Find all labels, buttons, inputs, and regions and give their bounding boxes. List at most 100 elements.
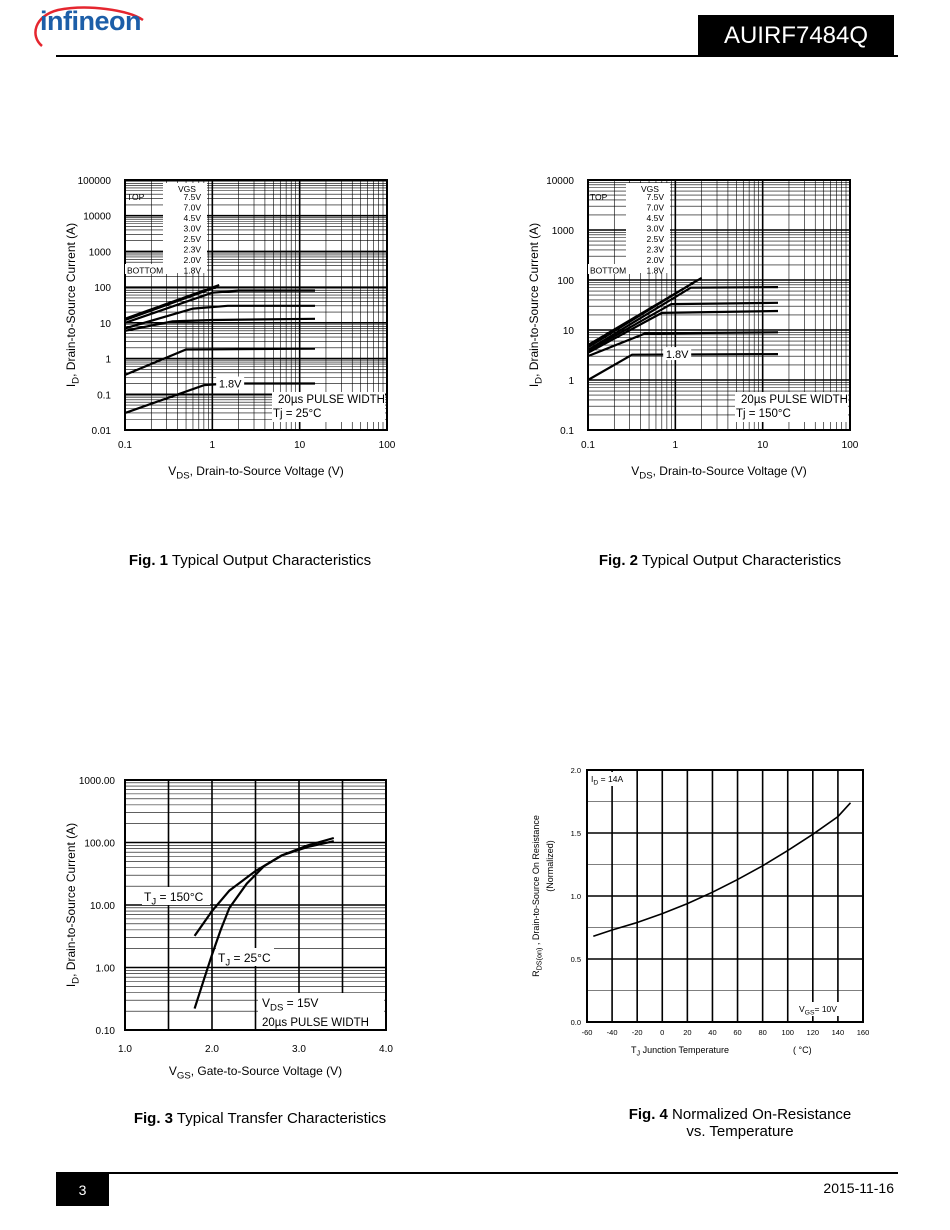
- plot-frame: [586, 769, 864, 1023]
- y-tick-label: 0.5: [571, 955, 581, 964]
- y-tick-label: 10: [563, 326, 575, 337]
- x-axis-label: VGS, Gate-to-Source Voltage (V): [169, 1064, 342, 1082]
- series-line-4: [587, 309, 779, 354]
- drain-current-note: ID = 14A: [591, 774, 623, 787]
- legend-entry: 1.8V: [647, 266, 665, 276]
- legend-entry: 3.0V: [647, 224, 665, 234]
- x-axis-label: VDS, Drain-to-Source Voltage (V): [168, 464, 343, 482]
- y-tick-label: 10000: [83, 212, 111, 223]
- x-tick-label: 4.0: [379, 1044, 393, 1055]
- legend-background: [588, 264, 632, 274]
- x-axis-unit: ( °C): [793, 1045, 812, 1055]
- vds-note: VDS = 15V: [262, 996, 318, 1014]
- legend-entry: 7.0V: [647, 203, 665, 213]
- series-line-6: [587, 353, 779, 381]
- legend-top-label: TOP: [590, 192, 608, 202]
- y-tick-label: 1000: [89, 247, 112, 258]
- series-line-3: [124, 304, 315, 330]
- temperature-note: Tj = 150°C: [736, 408, 791, 420]
- y-axis-label: RDS(on) , Drain-to-Source On Resistance: [531, 815, 544, 977]
- legend-entry: 2.3V: [647, 245, 665, 255]
- series-line-6: [124, 382, 315, 415]
- y-tick-label: 10.00: [90, 901, 115, 912]
- x-tick-label: 2.0: [205, 1044, 219, 1055]
- y-tick-label: 100000: [78, 176, 112, 187]
- x-tick-label: 100: [781, 1028, 794, 1037]
- page-number: 3: [56, 1174, 109, 1206]
- legend-header: VGS: [178, 184, 196, 194]
- caption-fig3-text: Typical Transfer Characteristics: [176, 1110, 387, 1127]
- y-tick-label: 1: [568, 376, 574, 387]
- label-tj-150: TJ = 150°C: [144, 890, 204, 908]
- x-axis-label: VDS, Drain-to-Source Voltage (V): [631, 464, 806, 482]
- series-line-1: [124, 286, 217, 322]
- x-tick-label: 40: [708, 1028, 716, 1037]
- x-tick-label: -20: [632, 1028, 643, 1037]
- y-axis-label: ID, Drain-to-Source Current (A): [527, 223, 545, 387]
- footer-date: 2015-11-16: [823, 1180, 894, 1196]
- legend-top-label: TOP: [127, 192, 145, 202]
- legend-entry: 2.0V: [647, 255, 665, 265]
- chart-fig1-output-characteristics: 0.1 1 10 100 0.01 0.1 1 10 100 1000 10000 100000 VDS…: [64, 176, 396, 482]
- header-rule: [56, 55, 898, 57]
- label-background: [589, 772, 635, 786]
- y-tick-label: 0.0: [571, 1018, 581, 1027]
- series-line-0: [193, 840, 335, 937]
- caption-fig2: Fig. 2 Typical Output Characteristics: [570, 552, 870, 569]
- legend-entry: 7.5V: [184, 192, 202, 202]
- plot-frame: [124, 179, 388, 431]
- note-background: [272, 392, 385, 422]
- temperature-note: Tj = 25°C: [273, 408, 321, 420]
- x-tick-label: 100: [379, 440, 396, 451]
- y-tick-label: 1000: [552, 226, 575, 237]
- chart-fig4-normalized-on-resistance: -60 -40 -20 0 20 40 60 80 100 120 140 160 0.0 0.5 1.0 1…: [531, 766, 870, 1058]
- y-tick-label: 2.0: [571, 766, 581, 775]
- legend-entry: 1.8V: [184, 266, 202, 276]
- y-tick-label: 1.0: [571, 892, 581, 901]
- y-tick-label: 1: [105, 355, 111, 366]
- caption-fig1-number: Fig. 1: [128, 552, 168, 569]
- label-background: [142, 887, 210, 905]
- legend-bottom-label: BOTTOM: [127, 266, 163, 276]
- x-tick-label: 0: [660, 1028, 664, 1037]
- y-tick-label: 0.1: [560, 426, 574, 437]
- legend-header: VGS: [641, 184, 659, 194]
- y-tick-label: 0.10: [96, 1026, 116, 1037]
- chart-fig3-transfer-characteristics: 1.0 2.0 3.0 4.0 0.10 1.00 10.00 100.00 1000.00 VG…: [64, 776, 393, 1082]
- caption-fig4: Fig. 4 Normalized On-Resistance vs. Temp…: [590, 1106, 890, 1140]
- series-line-1: [193, 836, 335, 1009]
- label-tj-25: TJ = 25°C: [218, 951, 271, 969]
- legend-bottom-label: BOTTOM: [590, 266, 626, 276]
- y-tick-label: 10000: [546, 176, 574, 187]
- legend-entry: 7.0V: [184, 203, 202, 213]
- x-tick-label: 140: [832, 1028, 845, 1037]
- curve-label-background: [663, 347, 692, 361]
- y-tick-label: 0.1: [97, 390, 111, 401]
- caption-fig2-text: Typical Output Characteristics: [641, 552, 842, 569]
- pulse-width-note: 20µs PULSE WIDTH: [278, 394, 385, 406]
- legend-background: [626, 183, 670, 273]
- infineon-logo-icon: [34, 6, 144, 47]
- x-tick-label: 120: [807, 1028, 820, 1037]
- series-line-0: [593, 802, 852, 938]
- x-tick-label: 1: [673, 440, 679, 451]
- series-line-2: [124, 289, 315, 324]
- y-tick-label: 100.00: [84, 839, 115, 850]
- series-line-5: [587, 331, 779, 358]
- caption-fig1-text: Typical Output Characteristics: [171, 552, 372, 569]
- note-background: [735, 392, 848, 422]
- x-tick-label: 60: [733, 1028, 741, 1037]
- y-axis-label-normalized: (Normalized): [545, 840, 555, 892]
- curve-label-1-8v: 1.8V: [219, 379, 242, 391]
- x-tick-label: 160: [857, 1028, 870, 1037]
- x-tick-label: 100: [842, 440, 859, 451]
- x-axis-label: TJ Junction Temperature: [631, 1045, 729, 1058]
- caption-fig2-number: Fig. 2: [598, 552, 638, 569]
- x-tick-label: 1.0: [118, 1044, 132, 1055]
- vgs-note: VGS= 10V: [799, 1004, 837, 1017]
- legend-background: [125, 264, 169, 274]
- x-tick-label: 10: [757, 440, 769, 451]
- plot-frame: [587, 179, 851, 431]
- x-tick-label: 3.0: [292, 1044, 306, 1055]
- series-line-3: [587, 301, 779, 352]
